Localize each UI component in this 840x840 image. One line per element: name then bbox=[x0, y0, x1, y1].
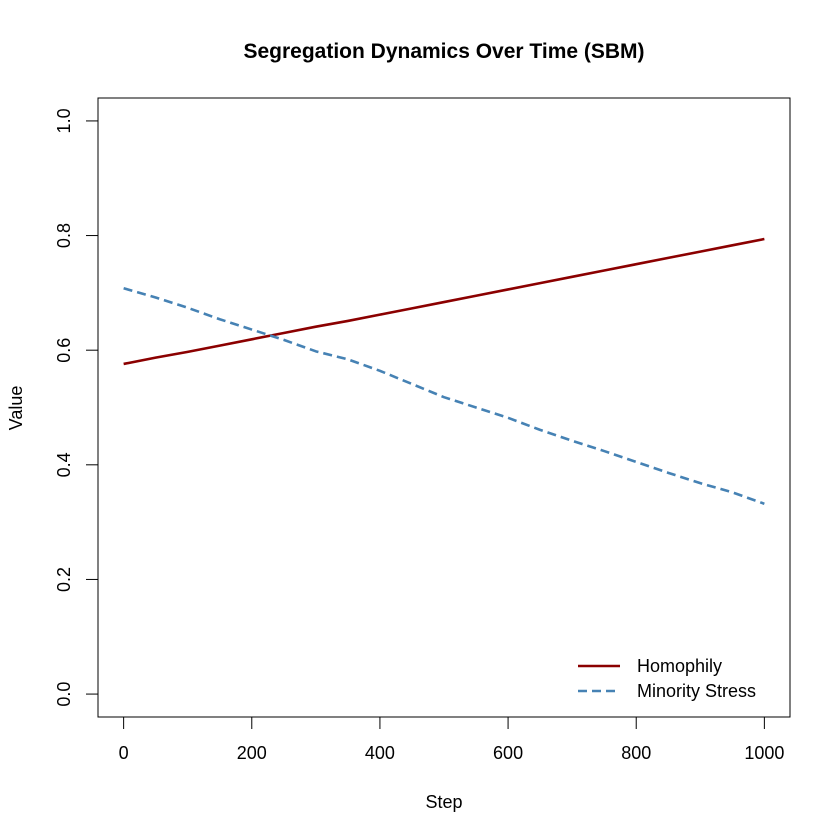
y-axis-label: Value bbox=[6, 386, 26, 431]
legend: Homophily Minority Stress bbox=[578, 656, 756, 701]
legend-label-1: Homophily bbox=[637, 656, 722, 676]
x-axis: 0 200 400 600 800 1000 bbox=[119, 716, 784, 763]
x-tick-label: 400 bbox=[365, 743, 395, 763]
x-tick-label: 200 bbox=[237, 743, 267, 763]
x-axis-label: Step bbox=[425, 792, 462, 812]
x-tick-label: 1000 bbox=[744, 743, 784, 763]
y-tick-label: 0.4 bbox=[54, 452, 74, 477]
y-tick-label: 0.8 bbox=[54, 223, 74, 248]
y-tick-label: 1.0 bbox=[54, 108, 74, 133]
y-tick-label: 0.2 bbox=[54, 567, 74, 592]
chart-title: Segregation Dynamics Over Time (SBM) bbox=[243, 40, 644, 63]
y-axis: 0.0 0.2 0.4 0.6 0.8 1.0 bbox=[54, 108, 99, 707]
legend-label-2: Minority Stress bbox=[637, 681, 756, 701]
y-tick-label: 0.0 bbox=[54, 682, 74, 707]
series-line-2 bbox=[123, 287, 765, 506]
x-tick-label: 800 bbox=[621, 743, 651, 763]
series-line-1 bbox=[123, 237, 765, 366]
y-tick-label: 0.6 bbox=[54, 338, 74, 363]
series-layer bbox=[123, 237, 765, 506]
x-tick-label: 600 bbox=[493, 743, 523, 763]
x-tick-label: 0 bbox=[119, 743, 129, 763]
plot-frame bbox=[97, 97, 791, 718]
